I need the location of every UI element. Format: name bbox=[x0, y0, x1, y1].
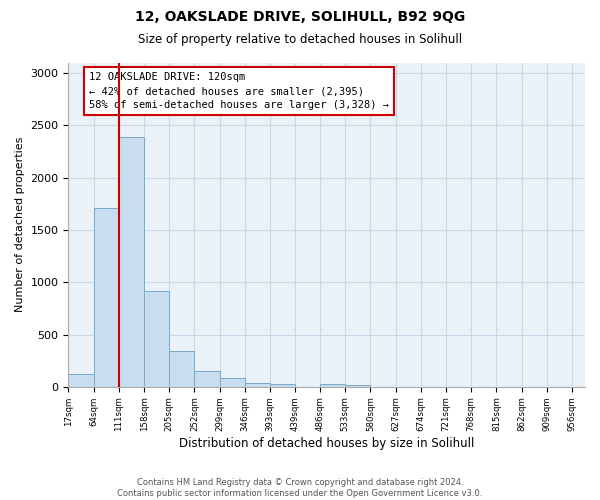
Bar bbox=[119, 137, 144, 387]
Bar bbox=[320, 384, 345, 387]
Bar bbox=[345, 385, 370, 387]
Bar bbox=[144, 290, 169, 387]
Bar bbox=[220, 378, 245, 387]
Bar bbox=[68, 374, 94, 387]
Text: 12 OAKSLADE DRIVE: 120sqm
← 42% of detached houses are smaller (2,395)
58% of se: 12 OAKSLADE DRIVE: 120sqm ← 42% of detac… bbox=[89, 72, 389, 110]
Text: Size of property relative to detached houses in Solihull: Size of property relative to detached ho… bbox=[138, 32, 462, 46]
Bar bbox=[94, 208, 119, 387]
Bar bbox=[169, 352, 194, 387]
Bar bbox=[245, 383, 270, 387]
Bar bbox=[270, 384, 295, 387]
X-axis label: Distribution of detached houses by size in Solihull: Distribution of detached houses by size … bbox=[179, 437, 475, 450]
Bar bbox=[194, 370, 220, 387]
Text: 12, OAKSLADE DRIVE, SOLIHULL, B92 9QG: 12, OAKSLADE DRIVE, SOLIHULL, B92 9QG bbox=[135, 10, 465, 24]
Y-axis label: Number of detached properties: Number of detached properties bbox=[15, 137, 25, 312]
Text: Contains HM Land Registry data © Crown copyright and database right 2024.
Contai: Contains HM Land Registry data © Crown c… bbox=[118, 478, 482, 498]
